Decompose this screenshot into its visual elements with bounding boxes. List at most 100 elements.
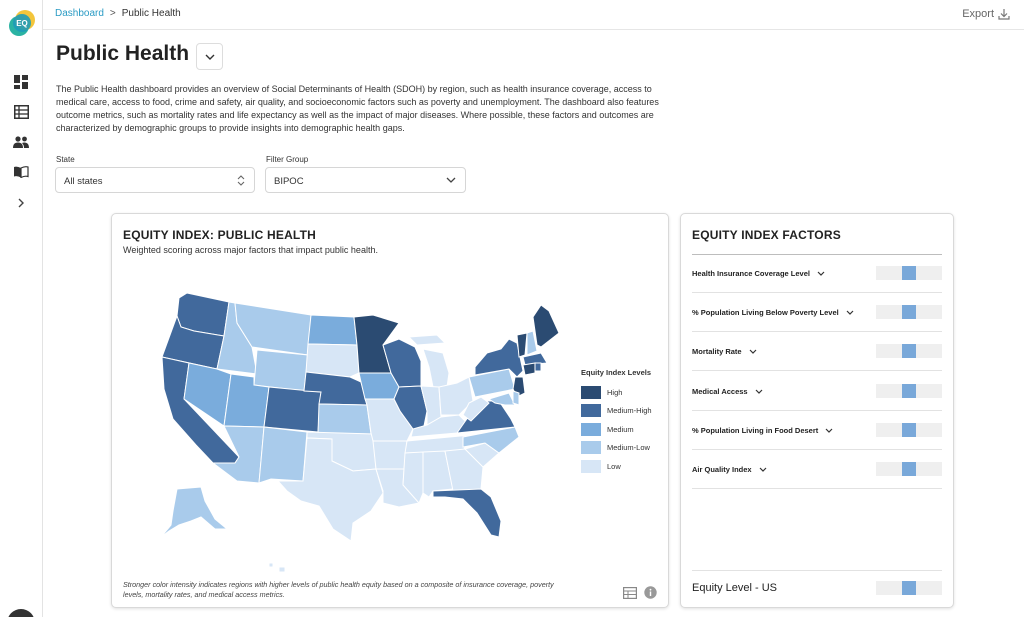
legend-item-high: High: [581, 383, 652, 402]
legend-item-low: Low: [581, 457, 652, 476]
factor-toggle[interactable]: Medical Access: [692, 387, 763, 396]
state-kansas[interactable]: [318, 404, 371, 434]
export-label: Export: [962, 8, 994, 20]
legend-swatch: [581, 460, 601, 473]
group-filter-label: Filter Group: [266, 155, 308, 164]
factor-row-air-quality: Air Quality Index: [692, 450, 942, 489]
legend-title: Equity Index Levels: [581, 368, 652, 377]
factor-score-fill: [902, 423, 916, 437]
factor-score-bar: [876, 266, 942, 280]
state-north-dakota[interactable]: [308, 315, 357, 345]
state-maine[interactable]: [533, 305, 559, 347]
map-card-title: EQUITY INDEX: PUBLIC HEALTH: [123, 228, 316, 242]
legend-label: Medium-Low: [607, 443, 650, 452]
legend-swatch: [581, 404, 601, 417]
top-bar: Dashboard > Public Health Export: [43, 0, 1024, 30]
factors-card-title: EQUITY INDEX FACTORS: [692, 228, 841, 242]
factor-score-fill: [902, 462, 916, 476]
state-arkansas[interactable]: [373, 441, 407, 469]
factor-score-bar: [876, 462, 942, 476]
chevron-down-icon: [446, 177, 456, 183]
state-rhode-island[interactable]: [535, 363, 541, 371]
equity-level-us-label: Equity Level - US: [692, 582, 777, 594]
factor-toggle[interactable]: Air Quality Index: [692, 465, 767, 474]
legend-item-medium-high: Medium-High: [581, 402, 652, 421]
state-wyoming[interactable]: [254, 350, 308, 391]
equity-factors-card: EQUITY INDEX FACTORS Health Insurance Co…: [680, 213, 954, 608]
legend-label: Medium-High: [607, 406, 652, 415]
legend-label: High: [607, 388, 622, 397]
people-icon[interactable]: [12, 133, 30, 151]
factor-label: Mortality Rate: [692, 347, 742, 356]
breadcrumb-dashboard-link[interactable]: Dashboard: [55, 8, 104, 19]
factor-label: % Population Living Below Poverty Level: [692, 308, 839, 317]
state-vermont[interactable]: [517, 333, 527, 357]
state-filter-label: State: [56, 155, 75, 164]
state-alaska[interactable]: [161, 487, 227, 537]
factor-row-insurance: Health Insurance Coverage Level: [692, 254, 942, 293]
page-title: Public Health: [56, 42, 189, 66]
dashboard-icon[interactable]: [12, 73, 30, 91]
factor-row-food-desert: % Population Living in Food Desert: [692, 411, 942, 450]
state-connecticut[interactable]: [523, 363, 535, 375]
chevron-down-icon: [846, 310, 854, 315]
equity-level-us-fill: [902, 581, 916, 595]
chevron-down-icon: [825, 428, 833, 433]
factor-row-poverty: % Population Living Below Poverty Level: [692, 293, 942, 332]
group-select[interactable]: BIPOC: [265, 167, 466, 193]
us-choropleth-map[interactable]: [112, 274, 572, 574]
state-delaware[interactable]: [513, 391, 519, 405]
factor-score-bar: [876, 423, 942, 437]
state-hawaii[interactable]: [269, 563, 285, 572]
avatar[interactable]: [7, 609, 35, 617]
download-icon: [998, 8, 1010, 20]
equity-level-us-bar: [876, 581, 942, 595]
sort-arrows-icon: [237, 175, 245, 186]
factor-score-fill: [902, 344, 916, 358]
legend-swatch: [581, 386, 601, 399]
state-south-dakota[interactable]: [306, 344, 359, 377]
breadcrumb-current: Public Health: [122, 8, 181, 19]
app-logo[interactable]: EQ: [8, 9, 36, 37]
info-icon[interactable]: [644, 586, 657, 599]
chevron-down-icon: [755, 389, 763, 394]
chevron-down-icon: [205, 54, 215, 60]
chevron-right-icon[interactable]: [12, 194, 30, 212]
factor-toggle[interactable]: Mortality Rate: [692, 347, 757, 356]
state-select[interactable]: All states: [55, 167, 255, 193]
equity-map-card: EQUITY INDEX: PUBLIC HEALTH Weighted sco…: [111, 213, 669, 608]
chevron-down-icon: [749, 349, 757, 354]
chevron-down-icon: [817, 271, 825, 276]
factor-row-mortality: Mortality Rate: [692, 332, 942, 371]
legend-label: Low: [607, 462, 621, 471]
legend-label: Medium: [607, 425, 634, 434]
book-icon[interactable]: [12, 163, 30, 181]
group-select-value: BIPOC: [274, 176, 304, 187]
logo-text: EQ: [16, 19, 28, 28]
factor-score-fill: [902, 384, 916, 398]
factor-score-bar: [876, 344, 942, 358]
factor-toggle[interactable]: % Population Living in Food Desert: [692, 426, 833, 435]
state-florida[interactable]: [433, 489, 501, 537]
factor-toggle[interactable]: Health Insurance Coverage Level: [692, 269, 825, 278]
factor-score-bar: [876, 305, 942, 319]
table-view-icon[interactable]: [623, 586, 636, 599]
page-switch-dropdown[interactable]: [196, 43, 223, 70]
breadcrumb-separator: >: [110, 8, 116, 19]
factor-label: Air Quality Index: [692, 465, 752, 474]
page-description: The Public Health dashboard provides an …: [56, 83, 666, 135]
export-button[interactable]: Export: [962, 8, 1010, 20]
factor-score-bar: [876, 384, 942, 398]
factor-row-medical-access: Medical Access: [692, 372, 942, 411]
state-colorado[interactable]: [264, 387, 321, 432]
legend-item-medium: Medium: [581, 420, 652, 439]
factor-label: Health Insurance Coverage Level: [692, 269, 810, 278]
table-icon[interactable]: [12, 103, 30, 121]
factor-score-fill: [902, 305, 916, 319]
factor-label: Medical Access: [692, 387, 748, 396]
state-new-mexico[interactable]: [259, 427, 307, 483]
factor-toggle[interactable]: % Population Living Below Poverty Level: [692, 308, 854, 317]
sidebar: EQ: [0, 0, 43, 617]
summary-divider: [692, 570, 942, 571]
chevron-down-icon: [759, 467, 767, 472]
